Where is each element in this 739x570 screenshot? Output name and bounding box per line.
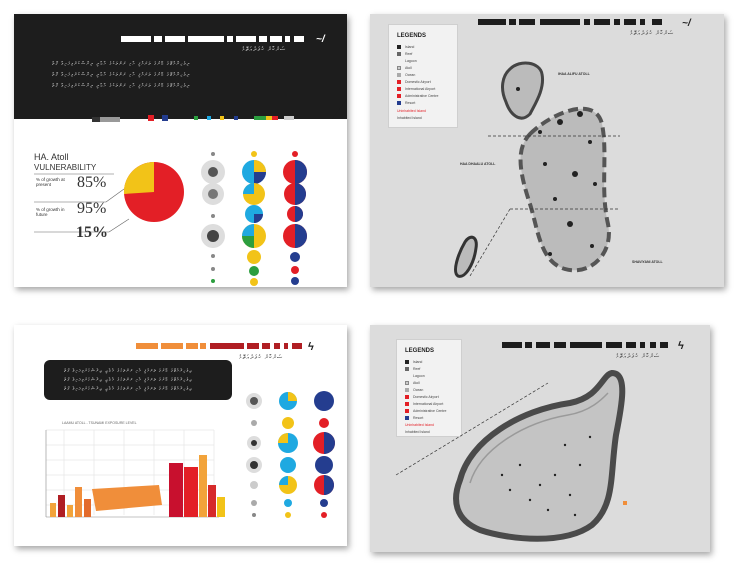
legend-resort: Resort: [405, 416, 423, 421]
legend-international-airport: International Airport: [397, 87, 435, 92]
legend-domestic-airport: Domestic Airport: [397, 80, 431, 85]
header-thaana: ސަރުކާރު ހުވަދުއަތޮޅު: [239, 355, 284, 361]
header-barcode: ϟ: [502, 340, 684, 349]
label-south-atoll: SHAVIYANI ATOLL: [632, 260, 663, 264]
legend-lagoon: Lagoon: [405, 374, 425, 379]
svg-text:~/: ~/: [316, 34, 326, 45]
row2-label: % of growth in future: [36, 207, 65, 217]
body-thaana-1: ދިވެހިރާއްޖޭގެ ބޭރުގެ ތަރައްޤީ އާއި ރަށު…: [52, 61, 191, 67]
body-thaana-3: ދިވެހިރާއްޖޭގެ ބޭރުގެ ތަރައްޤީ އާއި ރަށު…: [52, 83, 191, 89]
vulnerability-subtitle: VULNERABILITY: [34, 163, 97, 172]
header-barcode: ϟ: [136, 341, 314, 353]
body-thaana-2: ދިވެހިރާއްޖޭގެ ބޭރުގެ ތަރައްޤީ އާއި ރަށު…: [52, 72, 191, 78]
header-thaana: ސަރުކާރު ހުވަދުއަތޮޅު: [242, 47, 287, 53]
legend-atoll: Atoll: [405, 381, 420, 386]
col-redblue: [283, 151, 307, 285]
legend-inhabited: Inhabited Island: [405, 430, 430, 434]
map-panel-south: ϟ ސަރުކާރު ހުވަދުއަތޮޅު LEGENDS Island R…: [370, 325, 710, 552]
row1-value: 85%: [77, 174, 107, 191]
atoll-map-north: [454, 61, 620, 278]
header-block: ~/ ސަރުކާރު ހުވަދުއަތޮޅު ދިވެހިރާއްޖޭގެ …: [14, 14, 347, 119]
vulnerability-panel: ~/ ސަރުކާރު ހުވަދުއަތޮޅު ދިވެހިރާއްޖޭގެ …: [14, 14, 347, 287]
bars: [50, 455, 225, 517]
header-decoration: ~/: [14, 14, 347, 119]
legend-title: LEGENDS: [397, 33, 427, 39]
tsunami-exposure-panel: ϟ ސަރުކާރު ހުވަދުއަތޮޅު ދިވެހިރާއްޖޭގެ ބ…: [14, 325, 347, 546]
legend-atoll: Atoll: [397, 66, 412, 71]
legend-admin-centre: Administrative Centre: [405, 409, 446, 414]
header-barcode: ~/: [478, 18, 692, 29]
map-legend: LEGENDS Island Reef Lagoon Atoll Ocean D…: [396, 339, 462, 437]
legend-uninhabited: Uninhabited Island: [405, 423, 434, 427]
svg-text:ϟ: ϟ: [678, 340, 684, 349]
legend-inhabited: Inhabited Island: [397, 116, 422, 120]
bubble-grid: [201, 151, 307, 286]
exposure-3d-chart: [45, 429, 225, 518]
legend-domestic-airport: Domestic Airport: [405, 395, 439, 400]
row2-value: 95%: [77, 200, 107, 217]
legend-title: LEGENDS: [405, 348, 435, 354]
legend-island: Island: [397, 45, 414, 50]
svg-text:~/: ~/: [682, 18, 692, 29]
col-grey: [201, 152, 225, 283]
legend-lagoon: Lagoon: [397, 59, 417, 64]
chart-title: LAAMU ATOLL - TSUNAMI EXPOSURE LEVEL: [62, 421, 137, 425]
label-west-atoll: HAA DHAALU ATOLL: [460, 162, 496, 166]
row1-label: % of growth at present: [36, 177, 65, 187]
col-mixed: [242, 151, 266, 286]
atoll-map-south: [395, 369, 627, 542]
legend-international-airport: International Airport: [405, 402, 443, 407]
total-value: 15%: [76, 224, 108, 241]
svg-text:ϟ: ϟ: [308, 341, 314, 353]
label-north-atoll: IHAA ALIFU ATOLL: [558, 72, 590, 76]
legend-resort: Resort: [397, 101, 415, 106]
color-key-strip: [92, 115, 294, 122]
legend-ocean: Ocean: [397, 73, 415, 78]
map-panel-north: ~/ ސަރުކާރު ހުވަދުއަތޮޅު LEGENDS Island …: [370, 14, 724, 287]
legend-admin-centre: Administrative Centre: [397, 94, 438, 99]
header-thaana: ސަރުކާރު ހުވަދުއަތޮޅު: [616, 354, 661, 360]
map-legend: LEGENDS Island Reef Lagoon Atoll Ocean D…: [388, 24, 458, 128]
header-thaana: ސަރުކާރު ހުވަދުއަތޮޅު: [630, 31, 675, 37]
description-box: ދިވެހިރާއްޖޭގެ ބޭރުގެ ތަރައްޤީ އާއި ރަށު…: [44, 360, 232, 400]
legend-reef: Reef: [405, 367, 420, 372]
vulnerability-pie: [123, 161, 184, 222]
legend-uninhabited: Uninhabited Island: [397, 109, 426, 113]
legend-ocean: Ocean: [405, 388, 423, 393]
exposure-bubbles: [246, 391, 335, 518]
legend-reef: Reef: [397, 52, 412, 57]
vulnerability-lines: [34, 173, 130, 233]
legend-island: Island: [405, 360, 422, 365]
atoll-title: HA. Atoll: [34, 152, 69, 162]
